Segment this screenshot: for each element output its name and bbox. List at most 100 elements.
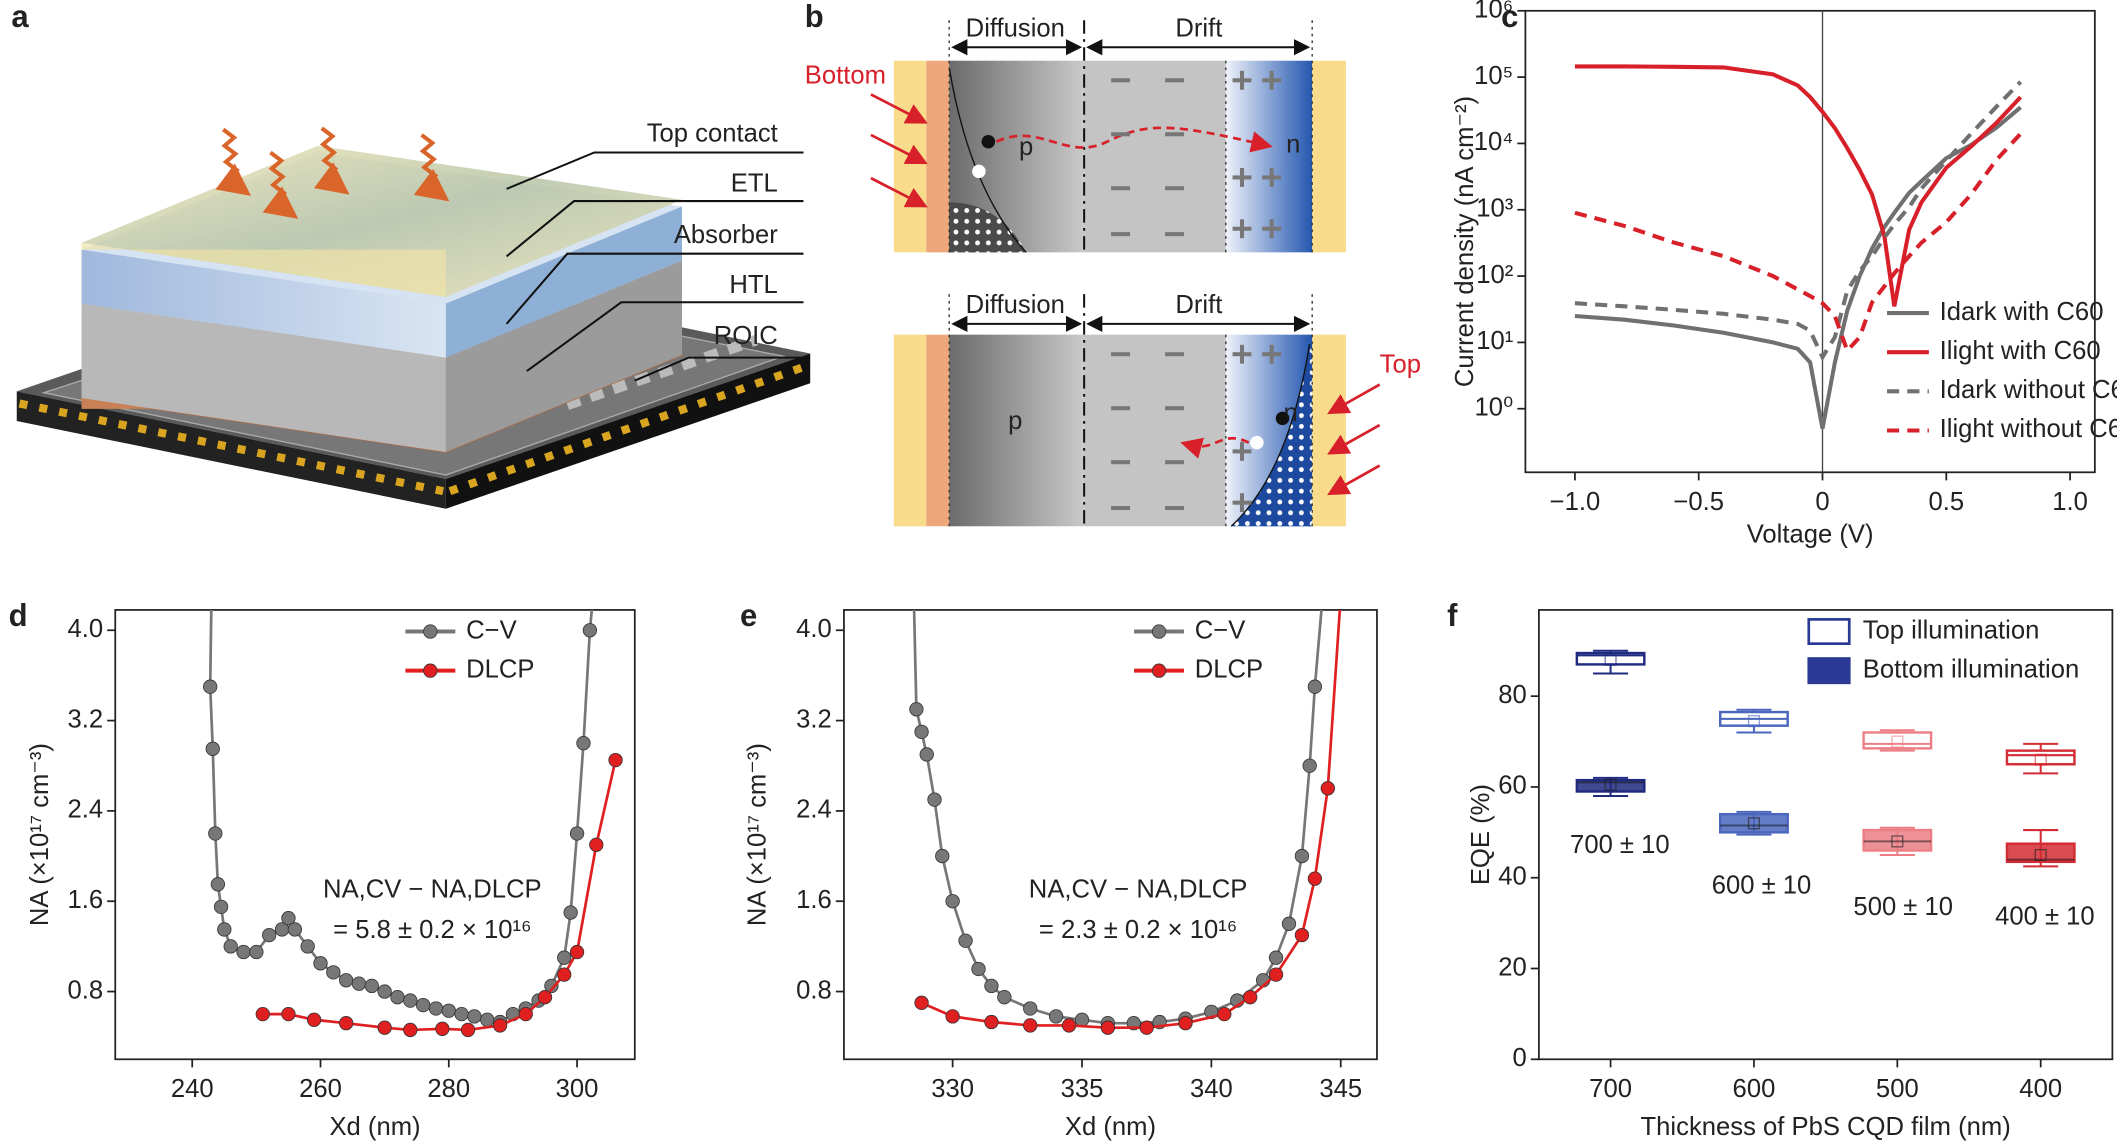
roic-pixels: [565, 334, 758, 410]
y-tick-label: 2.4: [796, 796, 832, 824]
x-tick-label: 0: [1815, 488, 1829, 516]
legend-label: Top illumination: [1863, 616, 2040, 644]
marker: [255, 1006, 270, 1022]
marker: [1139, 1020, 1154, 1035]
light-arrow: [1327, 423, 1381, 455]
layer-label: Top contact: [647, 120, 778, 148]
plot-frame: [1524, 9, 2096, 474]
x-tick-label: 600: [1733, 1075, 1776, 1103]
marker: [1268, 950, 1284, 965]
contact: [893, 334, 927, 527]
plot-area: [909, 609, 1342, 1035]
hole: [1250, 435, 1264, 450]
marker: [1074, 1012, 1090, 1027]
marker: [390, 990, 405, 1005]
htl: [926, 334, 950, 527]
marker: [210, 877, 226, 892]
y-axis-title: NA (×10¹⁷ cm⁻³): [744, 743, 772, 926]
marker: [339, 973, 354, 988]
marker: [945, 894, 960, 909]
region-label: Drift: [1175, 291, 1222, 319]
etl-side: [445, 206, 683, 358]
marker: [236, 944, 251, 960]
box: [2005, 842, 2076, 864]
device-diagram: a Top contact ETL Absorber HTL ROIC: [11, 0, 811, 509]
marker: [997, 990, 1012, 1005]
marker: [1023, 1001, 1038, 1016]
marker: [441, 1003, 456, 1018]
marker: [971, 961, 986, 977]
marker: [262, 927, 277, 943]
light-ray: [215, 127, 252, 196]
marker: [454, 1006, 469, 1022]
marker: [403, 1022, 418, 1038]
marker: [1178, 1016, 1193, 1031]
legend-marker: [1151, 663, 1167, 678]
marker: [467, 1009, 482, 1024]
plot-frame: [1538, 609, 2114, 1061]
panel-letter: f: [1447, 598, 1458, 633]
legend-label: DLCP: [1195, 655, 1263, 683]
marker: [909, 702, 924, 717]
mean: [1747, 817, 1761, 830]
marker: [460, 1022, 476, 1038]
annotation: NA,CV − NA,DLCP: [1029, 875, 1248, 903]
box: [1575, 778, 1646, 793]
x-tick-label: 335: [1061, 1075, 1104, 1103]
marker: [403, 993, 418, 1008]
legend-swatch: [1807, 657, 1851, 685]
marker: [415, 997, 431, 1013]
box: [1719, 812, 1789, 834]
plot-area: [203, 609, 623, 1038]
marker: [927, 792, 942, 807]
layer-label: ROIC: [714, 322, 778, 350]
y-tick-label: 1.6: [796, 886, 832, 914]
marker: [984, 978, 999, 994]
marker: [1294, 848, 1310, 864]
legend-marker: [423, 663, 438, 678]
plot-frame: [114, 609, 636, 1061]
charges: [1111, 344, 1282, 513]
legend-swatch: [1807, 618, 1851, 646]
marker: [1281, 916, 1297, 931]
y-tick-label: 0.8: [796, 976, 832, 1004]
layer-label: HTL: [729, 271, 777, 299]
light-ray: [262, 150, 299, 219]
marker: [364, 978, 379, 994]
x-axis-title: Xd (nm): [329, 1113, 420, 1141]
plot-area: [1574, 64, 2023, 430]
box: [1575, 651, 1646, 666]
charges: [1111, 70, 1282, 239]
panel-letter: e: [740, 598, 757, 633]
panel-letter: a: [11, 0, 29, 34]
marker: [1100, 1020, 1116, 1035]
region-label: p: [1008, 407, 1022, 435]
marker: [935, 848, 950, 864]
annotation: 600 ± 10: [1712, 871, 1812, 899]
legend-label: Bottom illumination: [1863, 655, 2080, 683]
marker: [557, 967, 572, 982]
y-tick-label: 10³: [1476, 195, 1514, 223]
y-tick-label: 1.6: [67, 886, 103, 914]
contact: [1312, 60, 1346, 253]
absorber-front: [81, 303, 446, 453]
y-tick-label: 0: [1512, 1044, 1526, 1072]
leader-line: [634, 356, 804, 382]
y-tick-label: 0.8: [67, 976, 103, 1004]
marker: [1302, 758, 1317, 773]
marker: [984, 1014, 999, 1030]
htl: [926, 60, 950, 253]
light-ray: [413, 133, 450, 202]
legend-marker: [1151, 624, 1167, 639]
y-tick-label: 10⁰: [1474, 393, 1513, 421]
marker: [1294, 927, 1310, 943]
chart: e 0.8 1.6 2.4 3.2 4.0 330 335 340 345 Xd (nm) NA (×…: [740, 598, 1378, 1141]
x-tick-label: 300: [556, 1075, 599, 1103]
mean: [1604, 653, 1617, 666]
marker: [217, 922, 232, 937]
marker: [589, 837, 604, 852]
region-label: Diffusion: [966, 14, 1065, 42]
marker: [208, 826, 223, 841]
